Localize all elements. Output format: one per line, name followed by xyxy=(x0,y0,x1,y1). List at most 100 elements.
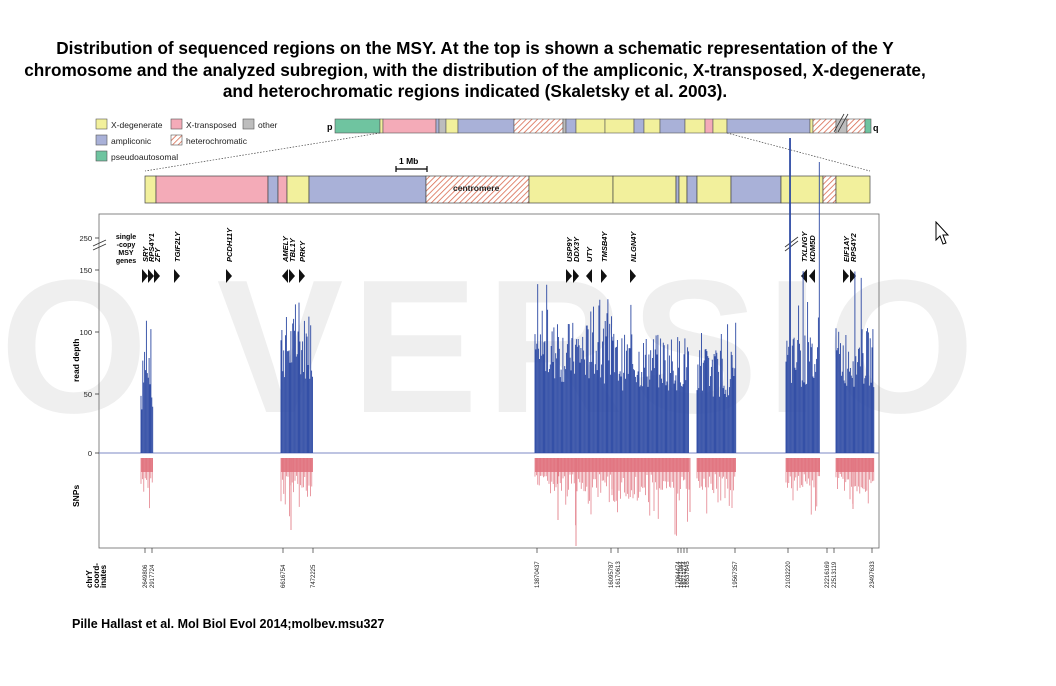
gene-label: RPS4Y1 xyxy=(147,233,156,262)
chromosome-bar xyxy=(334,118,872,134)
coordinate-label: 13870437 xyxy=(535,561,541,588)
gene-label: PCDH11Y xyxy=(225,227,234,262)
subregion-segment xyxy=(144,175,157,204)
read-block xyxy=(140,320,154,453)
coordinate-label: 16537845 xyxy=(685,561,691,588)
gene-label: TGIF2LY xyxy=(173,231,182,262)
mouse-cursor-icon xyxy=(935,221,950,245)
single-copy-label: single -copy MSY genes xyxy=(116,234,136,265)
subregion-segment xyxy=(730,175,782,204)
plot-frame xyxy=(98,213,880,549)
chromosome-segment xyxy=(382,118,437,134)
chromosome-segment xyxy=(643,118,661,134)
subregion-segment xyxy=(308,175,427,204)
chromosome-segment xyxy=(712,118,728,134)
chromosome-segment xyxy=(864,118,872,134)
legend-pseudoautosomal: pseudoautosomal xyxy=(111,152,178,162)
snp-block xyxy=(611,458,690,536)
y-axis-label: read depth xyxy=(71,339,81,382)
chromosome-segment xyxy=(457,118,515,134)
gene-label: SRY xyxy=(141,246,150,262)
x-axis-label: chrY coord- inates xyxy=(85,563,108,588)
chromosome-segment xyxy=(659,118,686,134)
single-copy-line-1: single xyxy=(116,234,136,241)
gene-direction-arrow xyxy=(174,269,180,283)
gene-label: PRKY xyxy=(298,240,307,262)
gene-label: TXLNGY xyxy=(800,231,809,262)
subregion-segment xyxy=(835,175,871,204)
subregion-segment xyxy=(528,175,614,204)
coordinate-label: 22513119 xyxy=(832,561,838,588)
gene-direction-arrow xyxy=(299,269,305,283)
subregion-segment xyxy=(612,175,677,204)
single-copy-line-3: MSY xyxy=(118,250,134,257)
coordinate-label: 23497633 xyxy=(870,561,876,588)
gene-direction-arrow xyxy=(566,269,572,283)
slide-title: Distribution of sequenced regions on the… xyxy=(24,38,926,101)
gene-direction-arrow xyxy=(148,269,154,283)
zoom-guide-left xyxy=(144,132,381,172)
snp-block xyxy=(140,458,153,509)
chromosome-segment xyxy=(809,118,814,134)
gene-label: NLGN4Y xyxy=(629,231,638,262)
read-block xyxy=(611,304,689,453)
x-axis-label-line-2: coord- xyxy=(92,563,101,588)
chromosome-segment xyxy=(565,118,577,134)
x-axis-label-line-3: inates xyxy=(99,564,108,588)
snp-bars xyxy=(140,458,875,546)
y-axis: 0 50 100 150 250 xyxy=(79,234,99,458)
coordinate-label: 2649806 xyxy=(143,564,149,588)
citation: Pille Hallast et al. Mol Biol Evol 2014;… xyxy=(72,617,385,631)
read-block xyxy=(785,138,820,453)
coordinate-label: 16271274 xyxy=(682,561,688,588)
chromosome-ideogram: p q xyxy=(144,113,879,172)
scale-bar-label: 1 Mb xyxy=(399,156,418,166)
snp-band xyxy=(141,458,153,472)
legend-ampliconic: ampliconic xyxy=(111,136,152,146)
subregion-segment xyxy=(678,175,688,204)
chromosome-segment xyxy=(379,118,384,134)
gene-label: AMELY xyxy=(281,235,290,263)
gene-direction-arrow xyxy=(586,269,592,283)
gene-direction-arrow xyxy=(801,269,807,283)
q-arm-label: q xyxy=(873,123,879,133)
gene-label: KDM5D xyxy=(808,235,817,262)
legend-swatch-heterochromatic xyxy=(170,134,183,146)
gene-direction-arrow xyxy=(282,269,288,283)
read-depth-plot: 0 50 100 150 250 read depth SNPs single -cop… xyxy=(71,138,880,549)
snp-block xyxy=(835,458,875,504)
snp-band xyxy=(281,458,313,472)
gene-direction-arrow xyxy=(289,269,295,283)
chromosome-segment xyxy=(438,118,447,134)
subregion-segment xyxy=(277,175,288,204)
legend-other: other xyxy=(258,120,278,130)
gene-label: USP9Y xyxy=(565,236,574,262)
subregion-segment xyxy=(675,175,680,204)
zoom-guide-right xyxy=(726,132,871,172)
chromosome-segment xyxy=(435,118,440,134)
subregion-segment xyxy=(780,175,824,204)
centromere-label: centromere xyxy=(453,183,500,193)
subregion-segment xyxy=(686,175,698,204)
chromosome-segment xyxy=(445,118,459,134)
coordinate-label: 16071084 xyxy=(679,561,685,588)
legend-swatch-pseudoautosomal xyxy=(95,150,108,162)
y-axis-break-mark xyxy=(92,239,107,247)
gene-label: TBL1Y xyxy=(288,237,297,262)
chromosome-segment xyxy=(704,118,714,134)
chromosome-segment xyxy=(846,118,866,134)
subregion-segment xyxy=(267,175,279,204)
coordinate-label: 19567357 xyxy=(733,561,739,588)
chromosome-segment xyxy=(633,118,645,134)
chromosome-segment xyxy=(684,118,706,134)
gene-direction-arrow xyxy=(809,269,815,283)
subregion-segment xyxy=(286,175,310,204)
chromosome-segment xyxy=(575,118,606,134)
coordinate-label: 17064474 xyxy=(676,561,682,588)
y-tick-label: 0 xyxy=(88,449,92,458)
coordinate-label: 16095787 xyxy=(609,561,615,588)
gene-direction-arrow xyxy=(226,269,232,283)
gene-label: RPS4Y2 xyxy=(849,232,858,262)
